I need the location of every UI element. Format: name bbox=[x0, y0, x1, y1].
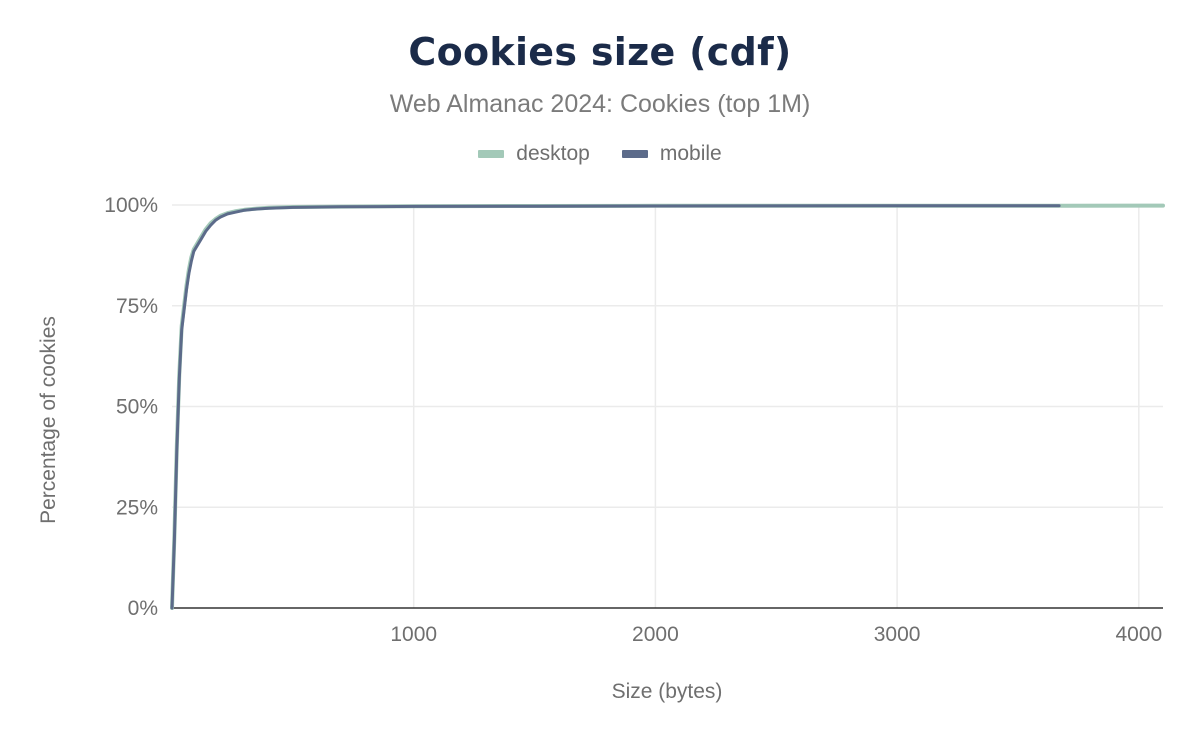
y-tick-label: 0% bbox=[128, 597, 158, 620]
y-tick-label: 75% bbox=[116, 295, 158, 318]
legend-item-desktop[interactable]: desktop bbox=[478, 142, 590, 166]
y-tick-label: 50% bbox=[116, 396, 158, 419]
legend: desktop mobile bbox=[0, 142, 1200, 166]
x-tick-label: 4000 bbox=[1115, 623, 1162, 646]
series-line-mobile bbox=[170, 204, 1061, 610]
legend-item-mobile[interactable]: mobile bbox=[621, 142, 722, 166]
legend-label-mobile: mobile bbox=[659, 142, 722, 165]
x-tick-label: 3000 bbox=[874, 623, 921, 646]
x-tick-label: 1000 bbox=[390, 623, 437, 646]
x-tick-label: 2000 bbox=[632, 623, 679, 646]
series-lines bbox=[170, 203, 1165, 610]
chart-subtitle: Web Almanac 2024: Cookies (top 1M) bbox=[389, 90, 811, 118]
legend-swatch-desktop bbox=[478, 150, 505, 158]
y-axis-title: Percentage of cookies bbox=[37, 316, 60, 524]
chart-title: Cookies size (cdf) bbox=[408, 30, 792, 74]
y-tick-label: 100% bbox=[104, 194, 158, 217]
y-tick-label: 25% bbox=[116, 496, 158, 519]
gridlines bbox=[172, 204, 1163, 608]
legend-swatch-mobile bbox=[621, 150, 648, 158]
tick-labels: 0% 25% 50% 75% 100% 1000 2000 3000 4000 bbox=[104, 194, 1162, 646]
legend-label-desktop: desktop bbox=[516, 142, 590, 165]
x-axis-title: Size (bytes) bbox=[612, 680, 723, 703]
